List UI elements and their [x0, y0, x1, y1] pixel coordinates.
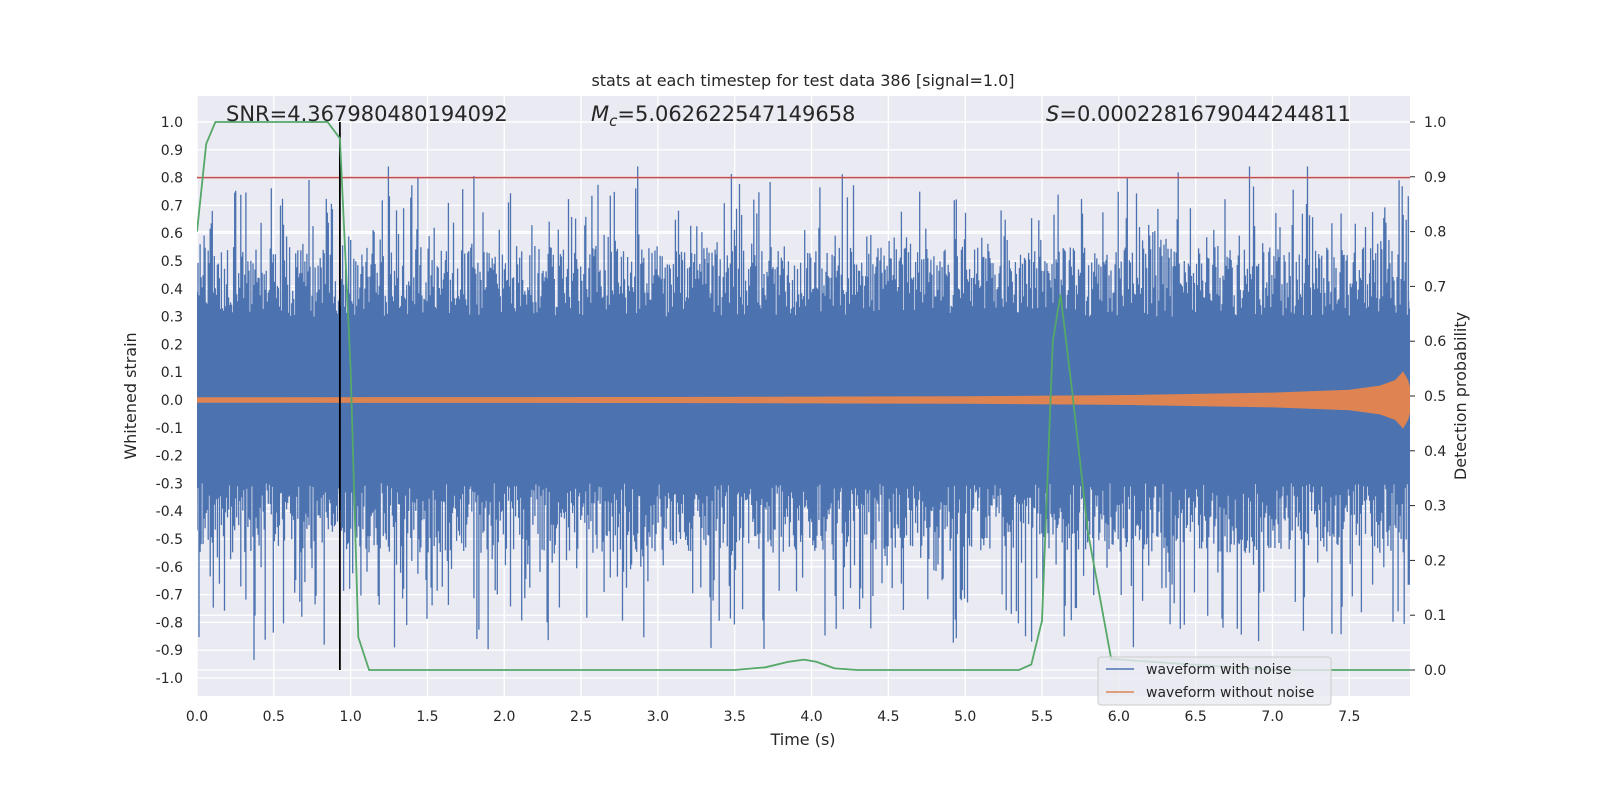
y-axis-label-left: Whitened strain: [121, 332, 140, 459]
y-tick-label-left: -0.2: [156, 449, 183, 465]
y-tick-label-left: -0.4: [156, 504, 183, 520]
y-tick-label-right: 0.7: [1424, 279, 1446, 295]
y-tick-label-left: 0.3: [161, 310, 183, 326]
ticks: 0.0 0.5 1.0 1.5 2.0 2.5 3.0 3.5 4.0 4.5 5.0 5.5 6.0 6…: [156, 115, 1447, 725]
y-tick-label-left: 0.9: [161, 143, 183, 159]
s-value: =0.0002281679044244811: [1059, 102, 1351, 126]
waveform-without-noise-line: [197, 371, 1410, 429]
chart-title: stats at each timestep for test data 386…: [591, 71, 1014, 90]
x-tick-label: 5.5: [1031, 709, 1053, 725]
y-tick-label-left: -0.8: [156, 615, 183, 631]
y-tick-label-right: 0.3: [1424, 499, 1446, 515]
y-tick-label-left: 0.5: [161, 254, 183, 270]
snr-annotation: SNR=4.367980480194092: [226, 102, 508, 126]
series-layer: [197, 121, 1410, 671]
y-tick-label-left: -0.7: [156, 588, 183, 604]
waveform-with-noise-line: [197, 166, 1410, 660]
x-tick-label: 1.0: [340, 709, 362, 725]
legend-label-noise: waveform with noise: [1146, 662, 1291, 678]
y-tick-label-left: 0.0: [161, 393, 183, 409]
y-tick-label-right: 0.9: [1424, 170, 1446, 186]
x-tick-label: 7.0: [1261, 709, 1283, 725]
y-tick-label-right: 0.0: [1424, 663, 1446, 679]
x-tick-label: 1.5: [416, 709, 438, 725]
s-annotation: S=0.0002281679044244811: [1046, 102, 1351, 126]
x-tick-label: 0.0: [186, 709, 208, 725]
x-tick-label: 0.5: [263, 709, 285, 725]
chirp-mass-symbol: M: [591, 102, 609, 126]
x-tick-label: 5.0: [954, 709, 976, 725]
chirp-mass-value: =5.062622547149658: [617, 102, 855, 126]
x-tick-label: 2.0: [493, 709, 515, 725]
y-tick-label-left: 0.4: [161, 282, 183, 298]
x-axis-label: Time (s): [769, 730, 835, 749]
x-tick-label: 3.5: [724, 709, 746, 725]
y-tick-label-left: -0.9: [156, 643, 183, 659]
legend: waveform with noise waveform without noi…: [1097, 656, 1332, 706]
y-tick-label-right: 0.2: [1424, 553, 1446, 569]
y-tick-label-right: 0.8: [1424, 225, 1446, 241]
y-tick-label-left: 0.1: [161, 365, 183, 381]
y-tick-label-left: -1.0: [156, 671, 183, 687]
y-tick-label-right: 0.6: [1424, 334, 1446, 350]
y-tick-label-left: 0.2: [161, 337, 183, 353]
x-tick-label: 6.0: [1108, 709, 1130, 725]
y-tick-label-left: 0.8: [161, 171, 183, 187]
y-axis-label-right: Detection probability: [1451, 312, 1470, 480]
detection-probability-line: [197, 121, 1410, 671]
y-tick-label-right: 0.1: [1424, 608, 1446, 624]
y-tick-label-left: 1.0: [161, 115, 183, 131]
x-tick-label: 6.5: [1185, 709, 1207, 725]
legend-box: [1097, 656, 1332, 706]
y-tick-label-right: 1.0: [1424, 115, 1446, 131]
y-tick-label-left: -0.3: [156, 476, 183, 492]
chirp-mass-subscript: c: [609, 112, 618, 130]
y-tick-label-left: -0.5: [156, 532, 183, 548]
chirp-mass-annotation: Mc=5.062622547149658: [591, 102, 855, 130]
y-tick-label-right: 0.4: [1424, 444, 1446, 460]
y-tick-label-left: 0.7: [161, 198, 183, 214]
y-tick-label-left: 0.6: [161, 226, 183, 242]
x-tick-label: 2.5: [570, 709, 592, 725]
y-tick-label-left: -0.1: [156, 421, 183, 437]
x-tick-label: 4.5: [877, 709, 899, 725]
x-tick-label: 3.0: [647, 709, 669, 725]
s-symbol: S: [1046, 102, 1059, 126]
x-tick-label: 4.0: [800, 709, 822, 725]
y-tick-label-left: -0.6: [156, 560, 183, 576]
y-tick-label-right: 0.5: [1424, 389, 1446, 405]
legend-label-clean: waveform without noise: [1146, 685, 1314, 701]
x-tick-label: 7.5: [1338, 709, 1360, 725]
